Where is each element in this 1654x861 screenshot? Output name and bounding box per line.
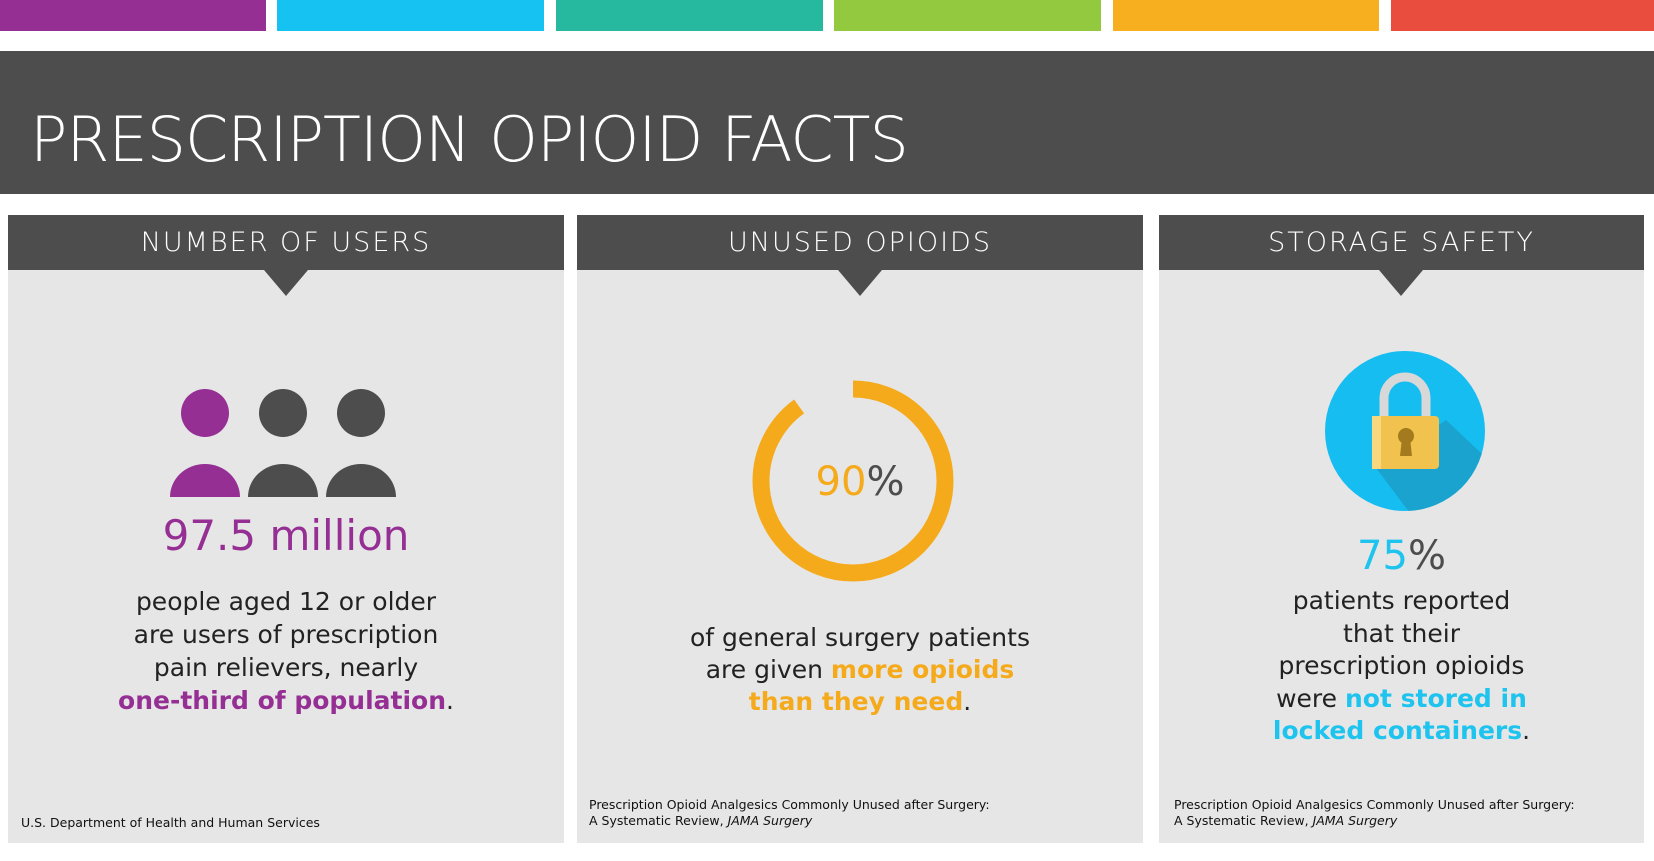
highlight-text: more opioids — [830, 655, 1015, 684]
ring-gauge — [752, 380, 954, 582]
description-text: are given — [705, 655, 823, 684]
card-header: UNUSED OPIOIDS — [577, 215, 1143, 270]
storage-description: patients reported that their prescriptio… — [1159, 585, 1644, 748]
description-line: of general surgery patients — [690, 623, 1030, 652]
header-pointer — [838, 270, 882, 296]
description-line: are users of prescription — [133, 620, 439, 649]
padlock-icon — [1325, 351, 1485, 511]
source-line: U.S. Department of Health and Human Serv… — [21, 815, 320, 830]
percent-value: 90 — [815, 459, 867, 505]
card-header: NUMBER OF USERS — [8, 215, 564, 270]
header-pointer — [264, 270, 308, 296]
source-text: A Systematic Review, — [589, 813, 728, 828]
card-header-label: UNUSED OPIOIDS — [728, 227, 992, 258]
highlight-text: one-third of population — [118, 686, 447, 715]
source-line: Prescription Opioid Analgesics Commonly … — [1174, 797, 1575, 812]
description-line: patients reported — [1292, 586, 1511, 615]
color-bar-teal — [556, 0, 823, 31]
gauge-arc — [752, 380, 954, 582]
highlight-text: not stored in — [1345, 683, 1527, 713]
three-people-icon — [170, 389, 396, 497]
color-bar-orange — [1113, 0, 1379, 31]
description-line: that their — [1343, 618, 1460, 648]
period: . — [963, 687, 972, 716]
card-number-of-users: NUMBER OF USERS 97.5 million people aged… — [8, 215, 564, 843]
card-header: STORAGE SAFETY — [1159, 215, 1644, 270]
source-text: A Systematic Review, — [1174, 813, 1313, 828]
description-text: were — [1276, 683, 1338, 713]
description-line: one-third of population. — [8, 684, 564, 717]
highlight-text: than they need — [748, 687, 964, 716]
source-line: Prescription Opioid Analgesics Commonly … — [589, 797, 990, 812]
card-header-label: STORAGE SAFETY — [1268, 227, 1535, 258]
period: . — [446, 686, 454, 715]
percent-sign: % — [866, 459, 905, 505]
journal-name: JAMA Surgery — [1312, 813, 1398, 828]
description-line: pain relievers, nearly — [153, 653, 419, 682]
highlight-text: locked containers — [1272, 716, 1523, 745]
card-header-label: NUMBER OF USERS — [140, 227, 432, 258]
person-icon — [248, 389, 318, 497]
storage-percent: 75% — [1159, 533, 1644, 579]
description-line: are given more opioids — [577, 654, 1143, 686]
percent-sign: % — [1407, 533, 1446, 579]
source-citation: Prescription Opioid Analgesics Commonly … — [589, 797, 990, 829]
card-storage-safety: STORAGE SAFETY 75% patients reported tha… — [1159, 215, 1644, 843]
gauge-percent: 90% — [577, 459, 1143, 505]
color-bar-cyan — [277, 0, 544, 31]
journal-name: JAMA Surgery — [727, 813, 813, 828]
color-bar-green — [834, 0, 1101, 31]
source-line: A Systematic Review, JAMA Surgery — [589, 813, 990, 829]
color-bar-purple — [0, 0, 266, 31]
description-line: were not stored in — [1159, 683, 1644, 716]
description-line: people aged 12 or older — [135, 587, 437, 616]
source-line: A Systematic Review, JAMA Surgery — [1174, 813, 1575, 829]
source-citation: U.S. Department of Health and Human Serv… — [21, 815, 320, 831]
description-line: locked containers. — [1159, 715, 1644, 748]
description-line: prescription opioids — [1278, 651, 1525, 680]
source-citation: Prescription Opioid Analgesics Commonly … — [1174, 797, 1575, 829]
period: . — [1522, 716, 1531, 745]
color-bar-red — [1391, 0, 1654, 31]
person-icon — [326, 389, 396, 497]
person-icon-highlight — [170, 389, 240, 497]
description-line: than they need. — [577, 686, 1143, 718]
percent-value: 75 — [1357, 533, 1408, 579]
title-banner: PRESCRIPTION OPIOID FACTS — [0, 51, 1654, 194]
card-unused-opioids: UNUSED OPIOIDS 90% of general surgery pa… — [577, 215, 1143, 843]
page-title: PRESCRIPTION OPIOID FACTS — [30, 103, 909, 176]
users-figure: 97.5 million — [162, 511, 410, 560]
users-description: people aged 12 or older are users of pre… — [8, 585, 564, 717]
header-pointer — [1379, 270, 1423, 296]
unused-description: of general surgery patients are given mo… — [577, 622, 1143, 718]
